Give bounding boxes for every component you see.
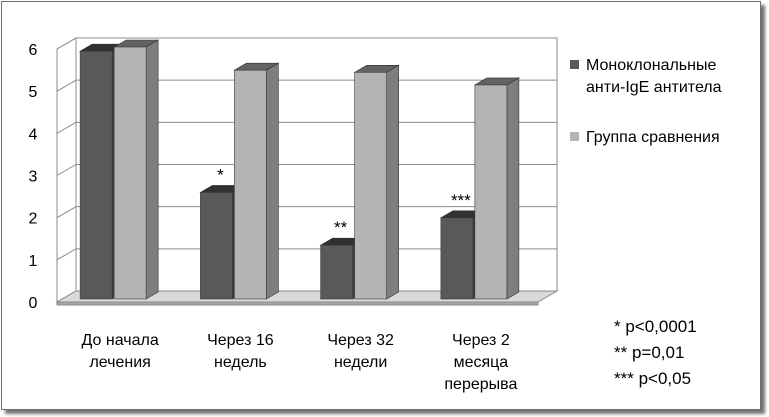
significance-mark: *** bbox=[451, 191, 471, 210]
x-tick-label: Через 16 недель bbox=[207, 332, 274, 371]
y-tick-label: 2 bbox=[29, 211, 38, 228]
x-tick-label: До начала лечения bbox=[82, 332, 159, 371]
x-tick-label: Через 32 недели bbox=[327, 332, 394, 371]
x-tick-label-line: недель bbox=[214, 354, 267, 371]
y-tick-label: 0 bbox=[29, 295, 38, 312]
legend: Моноклональные анти-IgE антитела Группа ср… bbox=[570, 57, 722, 146]
gridline-side bbox=[56, 248, 77, 261]
bar bbox=[354, 72, 387, 300]
x-tick-label-line: недели bbox=[334, 354, 387, 371]
gridline-side bbox=[56, 79, 77, 92]
legend-swatch bbox=[570, 60, 579, 69]
significance-note: * p<0,0001 bbox=[614, 317, 697, 336]
x-tick-label-line: лечения bbox=[89, 354, 150, 371]
y-tick-label: 6 bbox=[29, 42, 38, 59]
legend-swatch bbox=[570, 132, 579, 141]
legend-label-line: Моноклональные bbox=[586, 57, 716, 74]
significance-note: *** p<0,05 bbox=[614, 369, 691, 388]
bar bbox=[474, 84, 508, 300]
significance-note: ** p=0,01 bbox=[614, 343, 684, 362]
y-axis: 0 1 2 3 4 5 6 bbox=[29, 42, 38, 312]
y-tick-label: 5 bbox=[29, 84, 38, 101]
x-tick-label-line: До начала bbox=[82, 332, 159, 349]
chart-floor bbox=[55, 290, 559, 306]
gridline-side bbox=[56, 121, 77, 134]
gridline-side bbox=[56, 206, 77, 219]
x-tick-label-line: Через 16 bbox=[207, 332, 274, 349]
bar bbox=[234, 69, 267, 300]
bar bbox=[200, 192, 233, 300]
bars bbox=[79, 39, 520, 300]
bar bbox=[79, 50, 113, 300]
x-tick-label-line: Через 2 bbox=[452, 332, 510, 349]
legend-label: Моноклональные анти-IgE антитела bbox=[586, 57, 722, 96]
significance-notes: * p<0,0001 ** p=0,01 *** p<0,05 bbox=[614, 317, 697, 388]
bar-side bbox=[506, 77, 520, 300]
bar bbox=[320, 244, 353, 300]
significance-marks: ****** bbox=[217, 165, 471, 237]
x-axis: До начала лечения Через 16 недель Через 32 не… bbox=[82, 332, 518, 393]
floor-edge bbox=[56, 301, 539, 306]
significance-mark: ** bbox=[334, 218, 348, 237]
x-tick-label: Через 2 месяца перерыва bbox=[444, 332, 517, 393]
bar-side bbox=[145, 39, 159, 300]
bar-side bbox=[386, 64, 399, 300]
gridline-side bbox=[56, 37, 77, 50]
significance-mark: * bbox=[217, 165, 224, 184]
x-tick-label-line: месяца bbox=[454, 354, 509, 371]
gridline-side bbox=[56, 164, 77, 176]
legend-label: Группа сравнения bbox=[586, 129, 720, 146]
bar bbox=[113, 46, 147, 300]
y-tick-label: 3 bbox=[29, 169, 38, 186]
legend-label-line: анти-IgE антитела bbox=[586, 79, 722, 96]
y-tick-label: 4 bbox=[29, 126, 38, 143]
bar-side bbox=[266, 62, 279, 300]
x-tick-label-line: Через 32 bbox=[327, 332, 394, 349]
legend-label-line: Группа сравнения bbox=[586, 129, 720, 146]
y-tick-label: 1 bbox=[29, 253, 38, 270]
bar bbox=[440, 217, 474, 300]
x-tick-label-line: перерыва bbox=[444, 376, 517, 393]
